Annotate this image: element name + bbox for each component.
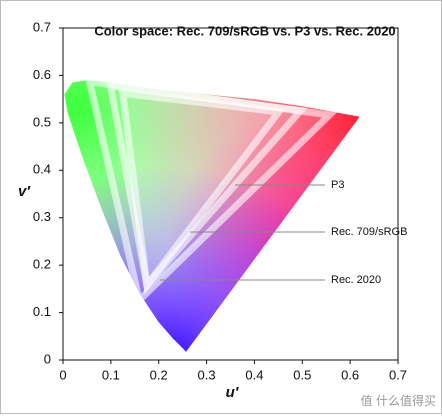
y-tick-label: 0.3 (33, 209, 51, 224)
x-tick-label: 0.4 (245, 367, 263, 382)
gamut-triangle (106, 81, 308, 293)
y-tick-label: 0.1 (33, 304, 51, 319)
y-tick-label: 0.4 (33, 162, 51, 177)
x-tick-label: 0.3 (198, 367, 216, 382)
annotation: Rec. 709/sRGB (331, 226, 407, 238)
chart-title: Color space: Rec. 709/sRGB vs. P3 vs. Re… (94, 23, 395, 38)
annotation: P3 (331, 179, 344, 191)
x-tick-label: 0 (59, 367, 66, 382)
x-tick-label: 0.6 (341, 367, 359, 382)
x-tick-label: 0.1 (102, 367, 120, 382)
annotation: Rec. 2020 (331, 274, 381, 286)
gamut-triangle (118, 89, 286, 295)
y-tick-label: 0.2 (33, 257, 51, 272)
watermark: 值 什么值得买 (361, 393, 436, 408)
plot-area (64, 77, 360, 352)
x-axis-label: u′ (226, 384, 240, 401)
x-tick-label: 0.7 (389, 367, 407, 382)
x-tick-label: 0.2 (150, 367, 168, 382)
plot-border (62, 27, 399, 361)
y-tick-label: 0 (44, 351, 51, 366)
y-tick-label: 0.5 (33, 114, 51, 129)
y-tick-label: 0.7 (33, 19, 51, 34)
y-axis-label: v′ (18, 183, 31, 200)
x-tick-label: 0.5 (293, 367, 311, 382)
y-tick-label: 0.6 (33, 67, 51, 82)
